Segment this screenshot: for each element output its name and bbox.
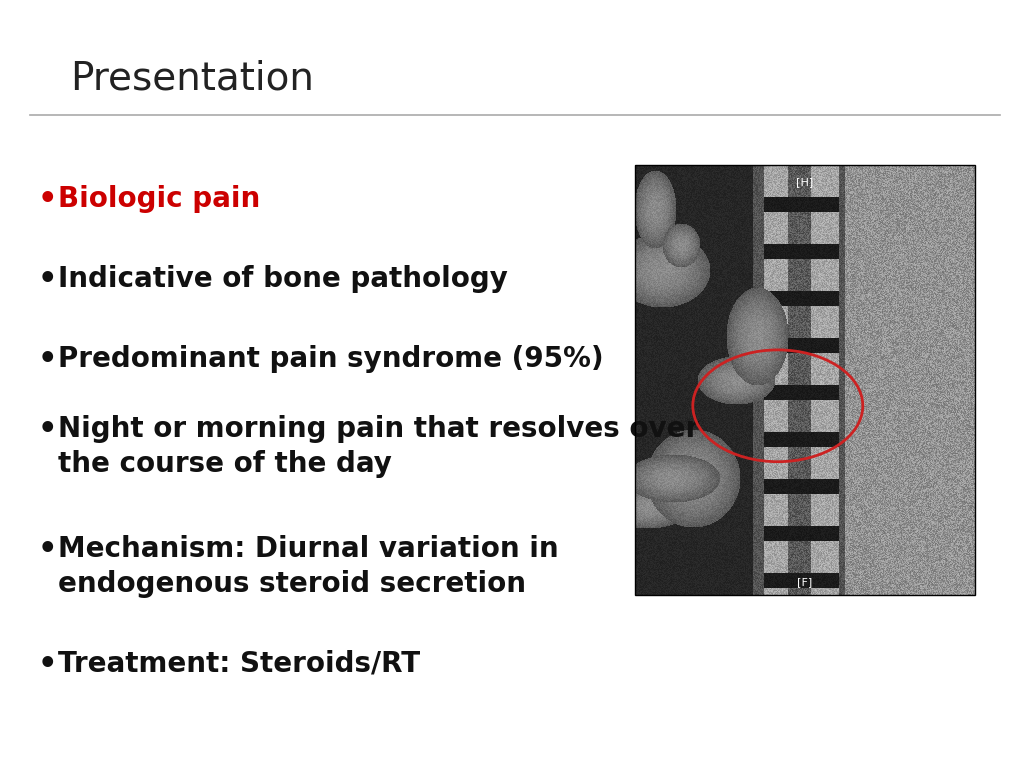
Text: •: • [38, 345, 57, 374]
Text: Presentation: Presentation [70, 60, 314, 98]
Text: Indicative of bone pathology: Indicative of bone pathology [58, 265, 508, 293]
Bar [635, 165, 975, 595]
Text: •: • [38, 265, 57, 294]
Text: •: • [38, 535, 57, 564]
Text: Treatment: Steroids/RT: Treatment: Steroids/RT [58, 650, 420, 678]
Text: •: • [38, 650, 57, 679]
Text: Predominant pain syndrome (95%): Predominant pain syndrome (95%) [58, 345, 603, 373]
Text: Night or morning pain that resolves over
the course of the day: Night or morning pain that resolves over… [58, 415, 699, 478]
Text: Mechanism: Diurnal variation in
endogenous steroid secretion: Mechanism: Diurnal variation in endogeno… [58, 535, 559, 598]
Text: Biologic pain: Biologic pain [58, 185, 260, 213]
Text: •: • [38, 415, 57, 444]
Text: [F]: [F] [798, 577, 813, 587]
Text: •: • [38, 185, 57, 214]
Text: [H]: [H] [797, 177, 814, 187]
